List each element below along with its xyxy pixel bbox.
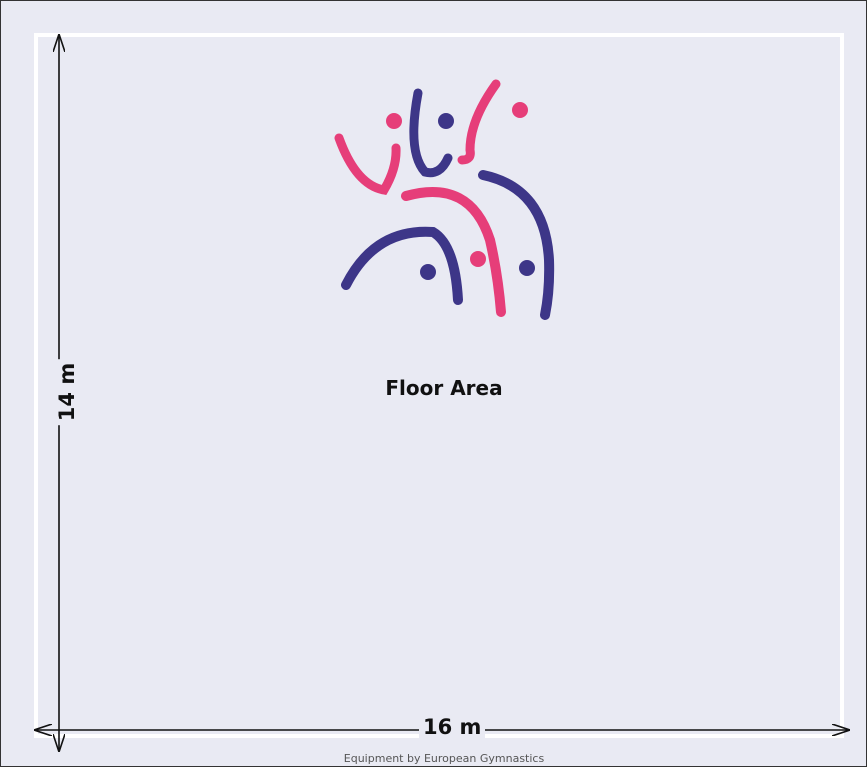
height-label: 14 m <box>55 358 80 426</box>
logo-pink-stroke-left <box>334 133 401 195</box>
logo-navy-arc-right <box>478 170 555 320</box>
logo-navy-dot-left <box>420 264 436 280</box>
logo-pink-dot-center <box>470 251 486 267</box>
floor-area-label: Floor Area <box>385 376 503 400</box>
width-label: 16 m <box>419 715 486 739</box>
logo-pink-dot-right <box>512 102 528 118</box>
logo-pink-dot-left <box>386 113 402 129</box>
logo-navy-dot-top <box>438 113 454 129</box>
logo-pink-arc <box>401 187 506 317</box>
logo-navy-stroke-top <box>409 88 453 178</box>
logo-pink-stroke-top <box>457 79 501 165</box>
logo-navy-swoosh <box>341 226 463 305</box>
footer-credit: Equipment by European Gymnastics <box>343 752 545 765</box>
logo-navy-dot-right <box>519 260 535 276</box>
